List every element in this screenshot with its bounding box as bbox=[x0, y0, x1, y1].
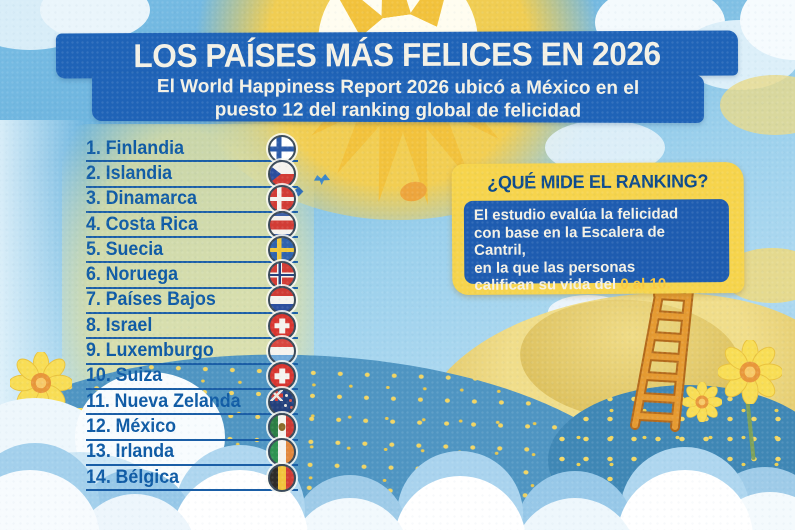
info-line-2: con base en la Escalera de Cantril, bbox=[473, 223, 666, 260]
flag-irlanda-icon bbox=[268, 438, 296, 467]
country-name: Suiza bbox=[115, 365, 163, 387]
flower-icon bbox=[682, 382, 722, 422]
flag-dinamarca-icon bbox=[268, 185, 296, 214]
ranking-row: 7. Países Bajos bbox=[86, 286, 298, 315]
flag-suiza-icon bbox=[268, 362, 296, 391]
rank-number: 14. bbox=[86, 466, 111, 488]
flag-suecia-icon bbox=[268, 235, 296, 264]
flag-noruega-icon bbox=[268, 261, 296, 290]
flag-belgica-icon bbox=[268, 463, 296, 492]
country-name: Islandia bbox=[105, 162, 173, 184]
flag-nueva-zelanda-icon bbox=[268, 387, 296, 416]
scale-highlight: 0 al 10. bbox=[620, 275, 671, 294]
ranking-row: 2. Islandia bbox=[86, 159, 298, 188]
rank-number: 12. bbox=[86, 415, 111, 437]
subtitle-banner: El World Happiness Report 2026 ubicó a M… bbox=[91, 72, 705, 124]
flag-finlandia-icon bbox=[268, 134, 296, 163]
ranking-row: 10. Suiza bbox=[86, 362, 298, 391]
ranking-row: 6. Noruega bbox=[86, 261, 298, 290]
country-name: Costa Rica bbox=[105, 213, 198, 235]
country-name: Bélgica bbox=[115, 466, 180, 488]
info-line-3: en la que las personas bbox=[474, 258, 636, 277]
ranking-row: 4. Costa Rica bbox=[86, 210, 298, 239]
country-name: Dinamarca bbox=[105, 188, 197, 210]
rank-number: 3. bbox=[86, 188, 101, 210]
ranking-row: 14. Bélgica bbox=[86, 463, 298, 492]
country-name: Finlandia bbox=[105, 137, 185, 159]
flower-icon bbox=[718, 340, 782, 404]
ranking-row: 1. Finlandia bbox=[86, 134, 298, 163]
info-line-1: El estudio evalúa la felicidad bbox=[473, 205, 679, 224]
rank-number: 5. bbox=[86, 238, 101, 260]
rank-number: 6. bbox=[86, 264, 101, 286]
subtitle-line-1: El World Happiness Report 2026 ubicó a M… bbox=[156, 76, 640, 99]
rank-number: 13. bbox=[86, 441, 111, 463]
flag-israel-icon bbox=[268, 311, 296, 340]
ranking-info-box: ¿QUÉ MIDE EL RANKING? El estudio evalúa … bbox=[451, 161, 745, 296]
rank-number: 1. bbox=[86, 137, 101, 159]
flag-mexico-icon bbox=[268, 412, 296, 441]
country-name: México bbox=[115, 415, 177, 437]
rank-number: 9. bbox=[86, 340, 101, 362]
ranking-row: 13. Irlanda bbox=[86, 438, 298, 467]
rank-number: 2. bbox=[86, 162, 101, 184]
country-name: Noruega bbox=[105, 264, 179, 286]
country-name: Países Bajos bbox=[105, 289, 216, 311]
ranking-row: 3. Dinamarca bbox=[86, 185, 298, 214]
info-box-title: ¿QUÉ MIDE EL RANKING? bbox=[487, 170, 709, 193]
title-banner: LOS PAÍSES MÁS FELICES EN 2026 bbox=[55, 30, 739, 79]
page-title: LOS PAÍSES MÁS FELICES EN 2026 bbox=[133, 34, 661, 75]
subtitle-line-2: puesto 12 del ranking global de felicida… bbox=[214, 99, 582, 122]
country-ranking-list: 1. Finlandia 2. Islandia 3. Dinamarca 4. Cos… bbox=[86, 134, 298, 492]
ranking-row: 9. Luxemburgo bbox=[86, 337, 298, 366]
country-name: Irlanda bbox=[115, 441, 175, 463]
flag-paises-bajos-icon bbox=[268, 286, 296, 315]
ladder-icon bbox=[630, 274, 695, 432]
rank-number: 10. bbox=[86, 365, 111, 387]
country-name: Nueva Zelanda bbox=[114, 390, 241, 412]
ranking-row: 11. Nueva Zelanda bbox=[86, 387, 298, 416]
rank-number: 8. bbox=[86, 314, 101, 336]
ranking-row: 12. México bbox=[86, 412, 298, 441]
rank-number: 7. bbox=[86, 289, 101, 311]
info-box-body: El estudio evalúa la felicidad con base … bbox=[463, 199, 730, 294]
country-name: Luxemburgo bbox=[105, 340, 214, 362]
flag-luxemburgo-icon bbox=[268, 337, 296, 366]
rank-number: 4. bbox=[86, 213, 101, 235]
ranking-row: 8. Israel bbox=[86, 311, 298, 340]
flag-islandia-icon bbox=[268, 159, 296, 188]
country-name: Suecia bbox=[105, 238, 164, 260]
rank-number: 11. bbox=[86, 390, 110, 412]
ranking-row: 5. Suecia bbox=[86, 235, 298, 264]
info-line-4: califican su vida del 0 al 10. bbox=[474, 275, 671, 295]
country-name: Israel bbox=[105, 314, 153, 336]
bird-icon bbox=[314, 174, 330, 185]
flag-costa-rica-icon bbox=[268, 210, 296, 239]
subtitle: El World Happiness Report 2026 ubicó a M… bbox=[92, 73, 704, 123]
